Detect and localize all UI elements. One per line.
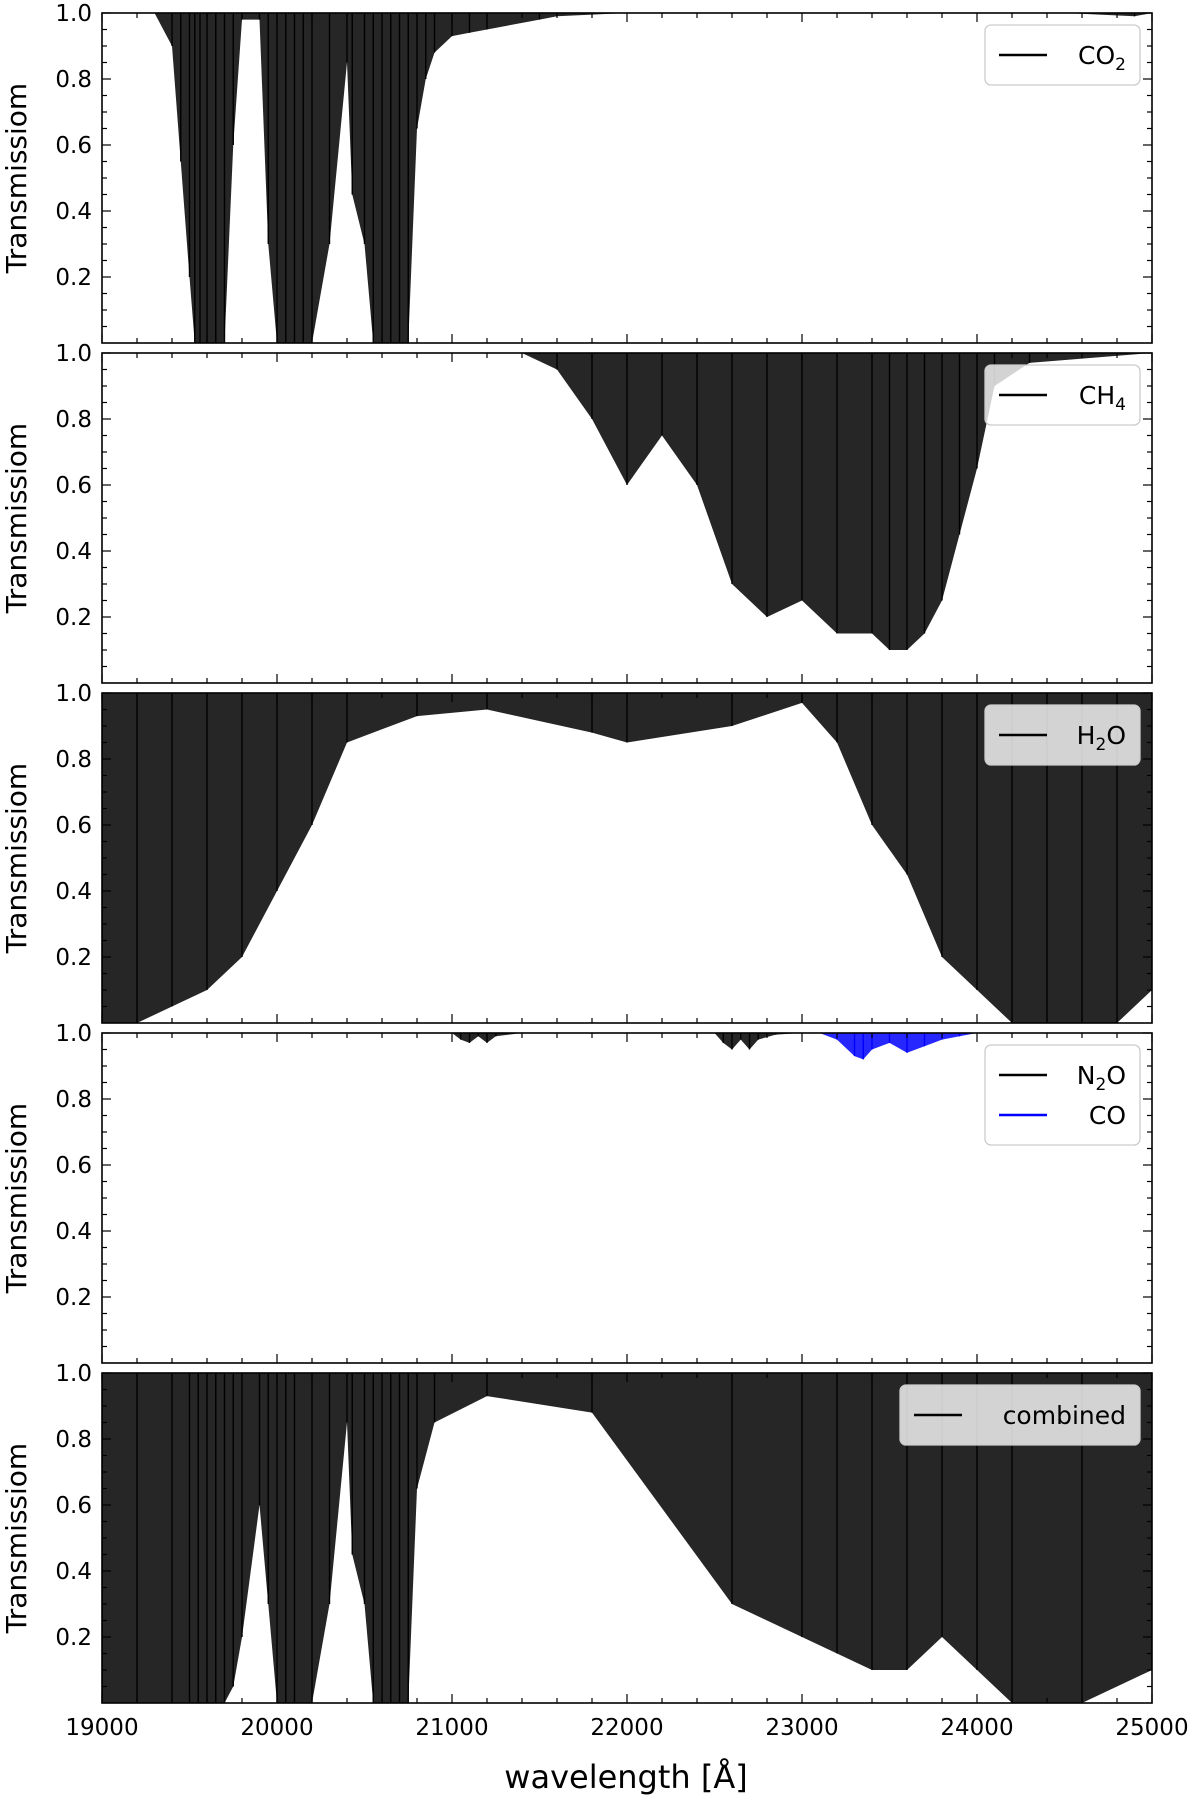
y-tick-label: 0.6	[55, 1153, 92, 1179]
legend-frame	[984, 704, 1141, 766]
legend-frame	[984, 1044, 1141, 1146]
legend-label: combined	[1003, 1401, 1126, 1430]
absorption-envelope	[102, 1373, 1152, 1703]
legend-label: H2O	[1077, 721, 1126, 755]
x-tick-label: 19000	[65, 1715, 138, 1741]
x-tick-label: 20000	[240, 1715, 313, 1741]
y-tick-label: 0.2	[55, 945, 92, 971]
legend-frame	[899, 1384, 1141, 1446]
series-1	[102, 1373, 1152, 1703]
y-tick-label: 0.6	[55, 133, 92, 159]
legend-frame	[984, 364, 1141, 426]
y-tick-label: 0.8	[55, 747, 92, 773]
y-tick-label: 0.2	[55, 605, 92, 631]
panel-2: 0.2 0.4 0.6 0.8 1.0 Transmissiom CH4	[0, 341, 1153, 684]
absorption-envelope	[102, 1033, 1152, 1060]
y-tick-label: 0.6	[55, 473, 92, 499]
x-axis-label: wavelength [Å]	[504, 1758, 747, 1796]
y-tick-label: 0.2	[55, 1625, 92, 1651]
y-tick-label: 0.6	[55, 813, 92, 839]
y-tick-label: 0.4	[55, 1559, 92, 1585]
y-tick-label: 1.0	[55, 1021, 92, 1047]
legend: CH4	[984, 364, 1141, 426]
y-tick-label: 0.2	[55, 265, 92, 291]
panel-3: 0.2 0.4 0.6 0.8 1.0 Transmissiom H2O	[0, 681, 1153, 1024]
y-axis-label: Transmissiom	[0, 83, 33, 274]
y-tick-label: 0.8	[55, 1427, 92, 1453]
legend: H2O	[984, 704, 1141, 766]
y-tick-label: 0.4	[55, 199, 92, 225]
y-tick-label: 0.2	[55, 1285, 92, 1311]
legend-label: N2O	[1077, 1061, 1126, 1095]
absorption-envelope	[102, 353, 1152, 650]
y-axis-label: Transmissiom	[0, 763, 33, 954]
panel-5: 0.2 0.4 0.6 0.8 1.0 19000 20000 21000 22000 23000…	[0, 1361, 1189, 1741]
x-tick-label: 22000	[590, 1715, 663, 1741]
y-axis-label: Transmissiom	[0, 423, 33, 614]
legend-frame	[984, 24, 1141, 86]
legend: combined	[899, 1384, 1141, 1446]
y-tick-label: 0.8	[55, 407, 92, 433]
y-tick-label: 0.8	[55, 67, 92, 93]
y-tick-label: 0.8	[55, 1087, 92, 1113]
series-2	[102, 1033, 1152, 1060]
x-tick-label: 24000	[940, 1715, 1013, 1741]
y-tick-label: 0.6	[55, 1493, 92, 1519]
legend: N2O CO	[984, 1044, 1141, 1146]
legend-label: CO	[1089, 1101, 1126, 1130]
y-axis-label: Transmissiom	[0, 1443, 33, 1634]
x-tick-label: 21000	[415, 1715, 488, 1741]
y-tick-label: 1.0	[55, 1361, 92, 1387]
series-1	[102, 13, 1152, 343]
legend: CO2	[984, 24, 1141, 86]
y-tick-label: 0.4	[55, 539, 92, 565]
y-tick-label: 1.0	[55, 1, 92, 27]
x-tick-label: 25000	[1115, 1715, 1188, 1741]
legend-label: CO2	[1078, 41, 1126, 75]
y-tick-label: 0.4	[55, 1219, 92, 1245]
x-tick-label: 23000	[765, 1715, 838, 1741]
series-1	[102, 353, 1152, 650]
y-tick-label: 1.0	[55, 341, 92, 367]
y-axis-label: Transmissiom	[0, 1103, 33, 1294]
y-tick-label: 1.0	[55, 681, 92, 707]
panel-1: 0.2 0.4 0.6 0.8 1.0 Transmissiom CO2	[0, 1, 1153, 344]
y-tick-label: 0.4	[55, 879, 92, 905]
panel-4: 0.2 0.4 0.6 0.8 1.0 Transmissiom N2O CO	[0, 1021, 1153, 1364]
panels: 0.20.40.60.81.0TransmissiomCO20.20.40.60…	[0, 1, 1189, 1741]
legend-label: CH4	[1079, 381, 1126, 415]
absorption-envelope	[102, 693, 1152, 1023]
absorption-envelope	[102, 13, 1152, 343]
